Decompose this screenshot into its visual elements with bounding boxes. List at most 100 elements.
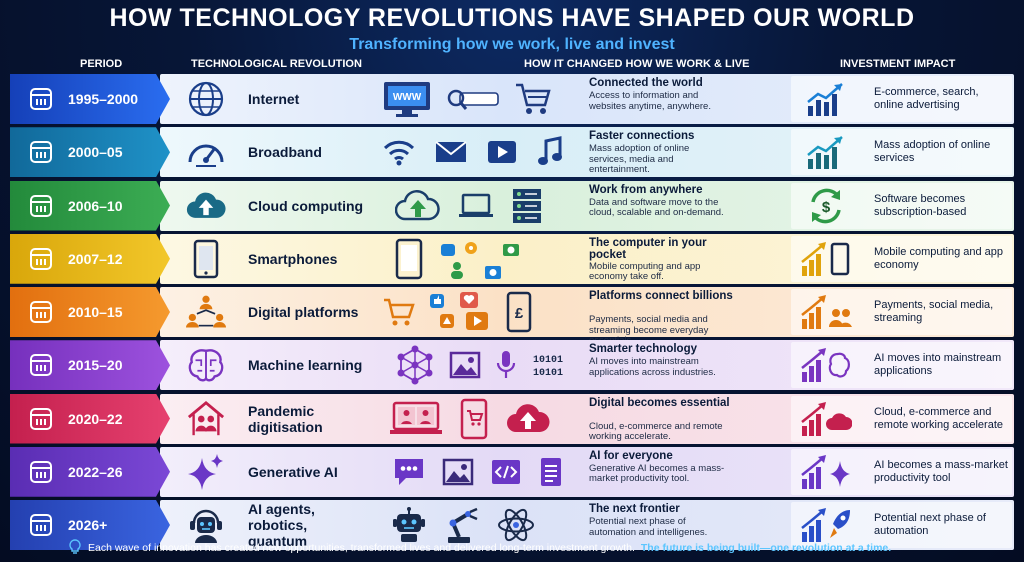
period-badge: 2022–26 [10,446,170,497]
change-icons [390,398,590,440]
page-title: HOW TECHNOLOGY REVOLUTIONS HAVE SHAPED O… [109,4,915,32]
microphone-icon [496,351,516,379]
tech-name: Pandemic digitisation [248,402,323,435]
period-badge: 2020–22 [10,393,170,444]
tech-name: Digital platforms [248,304,359,320]
period-label: 2022–26 [68,463,123,480]
period-badge: 2006–10 [10,180,170,231]
mobile-payment-icon: £ [506,291,532,333]
video-call-icon [390,401,442,434]
tech-name: Generative AI [248,463,338,480]
tech-name: Smartphones [248,250,338,267]
home-people-icon [186,399,226,439]
change-description: Generative AI becomes a mass-market prod… [589,462,725,485]
table-row: 2007–12 Smartphones The computer in your… [10,233,1014,284]
binary-line-1: 10101 [533,355,563,366]
investment-text: Cloud, e-commerce and remote working acc… [874,405,1004,431]
people-growth-icon [800,292,852,332]
period-badge: 1995–2000 [10,74,170,124]
calendar-icon [30,301,52,323]
change-title: Work from anywhere [589,183,703,196]
table-row: 2022–26 Generative AI AI for everyone Ge… [10,446,1014,497]
chat-bubble-icon [395,458,423,485]
investment-panel [791,395,1012,442]
change-description: AI moves into mainstream applications ac… [589,356,716,378]
change-title: Smarter technology [589,343,697,356]
investment-panel [791,448,1012,495]
social-icons-cluster [430,292,488,330]
tech-name: Machine learning [248,357,363,374]
smartphone-icon [186,239,226,279]
calendar-icon [30,247,52,270]
change-description: Cloud, e-commerce and remote working acc… [589,420,723,442]
tech-name: Internet [248,91,300,107]
change-title: The computer in your pocket [589,236,707,261]
header-revolution: TECHNOLOGICAL REVOLUTION [191,58,362,70]
period-label: 2020–22 [68,410,123,427]
period-label: 1995–2000 [68,91,139,107]
music-note-icon [538,136,562,166]
ai-agent-headset-icon [186,505,226,545]
change-title: Faster connections [589,130,695,143]
image-icon [442,458,474,485]
svg-text:$: $ [822,199,831,216]
calendar-icon [30,514,52,536]
period-badge: 2026+ [10,500,170,550]
footer-text: Each wave of innovation has created new … [88,542,635,554]
ai-growth-icon [800,345,852,385]
table-row: 1995–2000 Internet WWW Connected the wor… [10,74,1014,124]
binary-line-2: 10101 [533,368,563,379]
page-subtitle: Transforming how we work, live and inves… [349,36,675,53]
code-icon [492,459,520,484]
cart-icon [516,83,551,114]
calendar-icon [30,460,52,483]
laptop-icon [459,193,493,217]
period-label: 2000–05 [68,144,123,161]
change-icons [395,185,595,227]
globe-icon [186,79,226,119]
mobile-cart-icon [460,398,488,439]
period-label: 2006–10 [68,197,123,214]
change-icons [392,451,592,493]
investment-panel [791,289,1012,335]
footer-highlight: The future is being built—one revolution… [640,542,892,554]
wifi-icon [383,141,415,166]
investment-text: Potential next phase of automation [874,512,986,537]
investment-panel [791,235,1012,282]
rocket-growth-icon [800,505,852,545]
period-badge: 2015–20 [10,340,170,391]
footer: Each wave of innovation has created new … [88,542,891,554]
smartphone-icon [395,238,423,279]
table-row: 2015–20 Machine learning 10101 10101 Smar… [10,340,1014,391]
brain-icon [186,345,226,385]
change-title: The next frontier [589,503,680,515]
lightbulb-icon [69,539,81,554]
calendar-icon [30,407,52,430]
calendar-icon [30,88,52,110]
investment-panel [791,342,1012,389]
investment-text: E-commerce, search, online advertising [874,86,979,111]
change-description: Access to information and websites anyti… [589,90,711,112]
cloud-growth-icon [800,399,852,439]
table-row: 2000–05 Broadband Faster connections Mas… [10,127,1014,178]
pound-label: £ [515,305,524,322]
change-icons: 10101 10101 [395,344,595,386]
change-description: Mobile computing and app economy take of… [589,260,701,283]
change-icons [395,238,595,280]
mail-icon [435,141,467,163]
revolution-table: 1995–2000 Internet WWW Connected the wor… [10,74,1014,553]
calendar-icon [30,141,52,164]
tech-name: Cloud computing [248,197,364,214]
investment-text: Payments, social media, streaming [874,299,994,324]
change-description: Potential next phase of automation and i… [589,516,708,538]
table-row: 2020–22 Pandemic digitisation Digital be… [10,393,1014,444]
investment-text: Software becomes subscription-based [874,192,967,218]
table-row: 2010–15 Digital platforms £ Platforms co… [10,287,1014,346]
period-badge: 2000–05 [10,127,170,178]
change-title: Digital becomes essential [589,396,730,409]
document-icon [541,457,561,486]
robot-icon [393,507,425,542]
speedometer-icon [186,132,226,172]
calendar-icon [30,194,52,217]
binary-code-icon: 10101 10101 [533,355,563,379]
